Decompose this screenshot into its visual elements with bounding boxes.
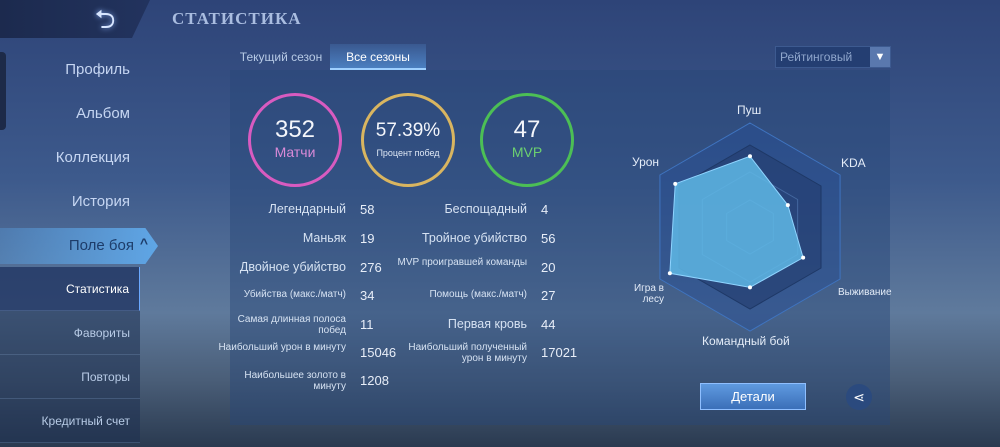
top-bar xyxy=(0,0,150,38)
side-handle xyxy=(0,52,6,130)
stat-label: Тройное убийство xyxy=(421,231,527,245)
sidebar-item-history[interactable]: История xyxy=(71,193,130,210)
stat-value: 276 xyxy=(360,260,382,275)
sidebar-item-battlefield[interactable]: Поле боя ^ xyxy=(0,228,158,264)
stat-value: 44 xyxy=(541,317,556,332)
stat-value: 17021 xyxy=(541,345,578,360)
details-button[interactable]: Детали xyxy=(700,383,806,410)
sidebar-subitem-credit[interactable]: Кредитный счет xyxy=(0,399,140,443)
stat-value: 58 xyxy=(360,202,375,217)
stat-label: Самая длинная полоса побед xyxy=(237,314,346,336)
stat-label: Наибольшее золото в минуту xyxy=(244,370,346,392)
stat-label: Первая кровь xyxy=(447,317,527,331)
winrate-circle: 57.39% Процент побед xyxy=(361,93,455,187)
stat-label: Помощь (макс./матч) xyxy=(429,289,527,300)
page-title: СТАТИСТИКА xyxy=(172,9,302,28)
stat-value: 4 xyxy=(541,202,549,217)
radar-data-point xyxy=(748,285,752,290)
radar-data-point xyxy=(673,181,678,186)
winrate-label: Процент побед xyxy=(376,148,440,158)
radar-label-jungle: Игра в лесу xyxy=(633,283,664,305)
tab-current-season[interactable]: Текущий сезон xyxy=(239,50,323,64)
stat-value: 11 xyxy=(360,317,374,332)
sidebar-subitem-statistics[interactable]: Статистика xyxy=(0,267,140,311)
tab-all-seasons[interactable]: Все сезоны xyxy=(330,44,426,70)
sidebar-item-album[interactable]: Альбом xyxy=(76,105,130,122)
stat-label: Беспощадный xyxy=(444,202,527,216)
radar-chart xyxy=(659,122,841,332)
radar-label-teamfight: Командный бой xyxy=(702,334,790,348)
radar-label-damage: Урон xyxy=(632,155,660,169)
back-arrow-icon[interactable]: ⮌ xyxy=(94,4,116,34)
stat-value: 15046 xyxy=(360,345,397,360)
mvp-label: MVP xyxy=(511,144,543,160)
mvp-circle: 47 MVP xyxy=(480,93,574,187)
sidebar-item-label: Поле боя xyxy=(68,237,134,254)
stat-value: 1208 xyxy=(360,373,389,388)
radar-label-survival: Выживание xyxy=(838,287,892,298)
radar-data-point xyxy=(667,271,672,276)
mode-select-value: Рейтинговый xyxy=(780,50,853,64)
stat-label: Убийства (макс./матч) xyxy=(243,289,346,300)
matches-label: Матчи xyxy=(274,144,316,160)
stat-label: Двойное убийство xyxy=(239,260,346,274)
matches-circle: 352 Матчи xyxy=(248,93,342,187)
mvp-value: 47 xyxy=(513,116,541,143)
sidebar-subitem-replays[interactable]: Повторы xyxy=(0,355,140,399)
radar-data-point xyxy=(748,154,752,159)
radar-label-kda: KDA xyxy=(841,156,866,170)
stat-value: 34 xyxy=(360,288,375,303)
winrate-value: 57.39% xyxy=(375,120,441,141)
stat-value: 27 xyxy=(541,288,556,303)
chevron-up-icon: ^ xyxy=(139,235,148,251)
share-icon[interactable]: ⋖ xyxy=(846,384,872,410)
stat-value: 20 xyxy=(541,260,556,275)
mode-select[interactable]: Рейтинговый ▼ xyxy=(775,46,891,68)
radar-data-point xyxy=(801,255,806,260)
stat-value: 56 xyxy=(541,231,556,246)
stat-label: MVP проигравшей команды xyxy=(397,257,527,268)
stat-label: Легендарный xyxy=(268,202,346,216)
stat-label: Наибольший урон в минуту xyxy=(218,342,346,353)
radar-data-point xyxy=(785,203,790,208)
stat-label: Наибольший полученный урон в минуту xyxy=(408,342,527,364)
sidebar-item-collection[interactable]: Коллекция xyxy=(55,149,130,166)
stat-value: 19 xyxy=(360,231,375,246)
matches-value: 352 xyxy=(274,116,316,143)
stat-label: Маньяк xyxy=(302,231,346,245)
radar-label-push: Пуш xyxy=(737,103,762,117)
sidebar-item-profile[interactable]: Профиль xyxy=(65,61,130,78)
sidebar-subitem-favorites[interactable]: Фавориты xyxy=(0,311,140,355)
chevron-down-icon: ▼ xyxy=(870,47,890,67)
